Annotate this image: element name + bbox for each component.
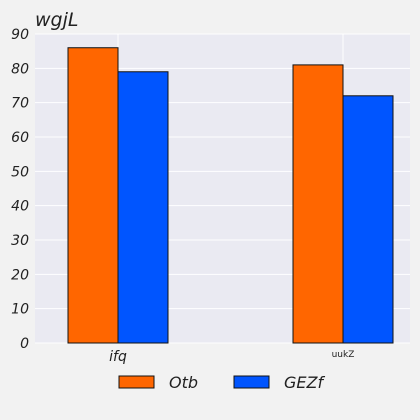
y-tick-label: 10 (11, 302, 29, 318)
y-tick-label: 40 (11, 199, 29, 215)
y-tick-label: 80 (11, 61, 29, 77)
x-axis-ticks: ifq uukZ (109, 349, 354, 365)
legend-swatch-GEZf (233, 375, 270, 389)
y-axis-ticks: 0 10 20 30 40 50 60 70 80 90 (11, 27, 29, 352)
y-tick-label: 30 (11, 233, 29, 249)
legend-label-GEZf: GEZf (284, 373, 325, 392)
y-tick-label: 90 (11, 27, 29, 43)
bar-Otb-ifq (67, 47, 119, 344)
bars (67, 47, 394, 344)
legend-label-Otb: Otb (169, 373, 198, 392)
chart-title: wgjL (35, 9, 78, 31)
y-tick-label: 50 (11, 164, 29, 180)
bar-Otb-uukZ (292, 64, 344, 344)
legend-swatch-Otb (118, 375, 155, 389)
y-tick-label: 20 (11, 267, 29, 283)
bar-GEZf-ifq (117, 71, 169, 344)
x-tick-label: uukZ (332, 350, 355, 360)
legend: Otb GEZf (118, 373, 325, 392)
bar-GEZf-uukZ (342, 95, 394, 344)
y-tick-label: 70 (11, 96, 29, 112)
x-tick-label: ifq (109, 349, 127, 365)
y-tick-label: 0 (20, 336, 29, 352)
y-tick-label: 60 (11, 130, 29, 146)
